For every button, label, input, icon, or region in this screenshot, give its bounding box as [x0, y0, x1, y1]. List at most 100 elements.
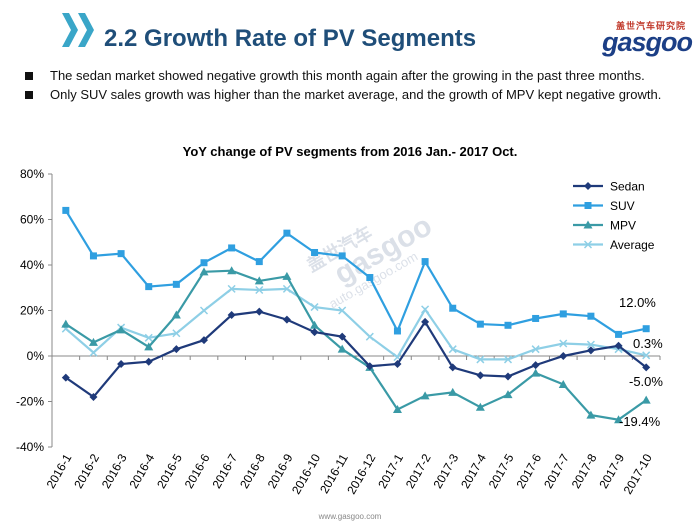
data-point [503, 390, 513, 399]
chevron-right-icon [78, 13, 94, 47]
series-line-suv [64, 209, 647, 336]
y-tick-label: -40% [16, 440, 44, 454]
data-point-stroke [282, 284, 291, 293]
data-point [642, 325, 650, 333]
legend-label-mpv: MPV [610, 219, 636, 233]
data-point-stroke [227, 284, 236, 293]
data-point [583, 240, 593, 249]
x-tick-label: 2016-8 [237, 451, 268, 491]
x-tick-label: 2017-5 [486, 451, 517, 491]
data-point [393, 327, 401, 335]
data-point-stroke [172, 329, 181, 338]
data-point [421, 305, 430, 314]
x-tick-label: 2017-3 [431, 451, 462, 491]
x-tick-label: 2016-1 [44, 451, 75, 491]
x-tick-label: 2016-7 [209, 451, 240, 491]
data-point-stroke [393, 353, 402, 362]
data-point [559, 339, 568, 348]
x-tick-label: 2017-2 [403, 451, 434, 491]
data-point [421, 258, 429, 266]
data-point [228, 244, 236, 252]
data-point [310, 328, 319, 337]
data-point [421, 317, 430, 326]
data-point [89, 348, 98, 357]
x-tick-label: 2016-3 [99, 451, 130, 491]
data-point [584, 182, 592, 190]
data-point [420, 391, 430, 400]
data-point [559, 310, 567, 318]
data-point-stroke [310, 303, 319, 312]
legend-label-average: Average [610, 238, 655, 252]
data-point [615, 330, 623, 338]
data-point [144, 357, 153, 366]
data-point [62, 206, 70, 214]
data-point [476, 355, 485, 364]
data-point-stroke [421, 305, 430, 314]
data-point-stroke [531, 345, 540, 354]
data-point-stroke [583, 240, 593, 249]
data-point [366, 274, 374, 282]
series-line-average [65, 287, 647, 361]
data-point-stroke [338, 306, 347, 315]
data-point [586, 410, 596, 419]
data-point [338, 306, 347, 315]
data-point [642, 363, 651, 372]
data-point [503, 355, 513, 364]
bullet-list: The sedan market showed negative growth … [22, 68, 692, 106]
data-point [559, 352, 568, 360]
data-point [393, 359, 402, 368]
data-point [116, 325, 126, 334]
page-title: 2.2 Growth Rate of PV Segments [104, 25, 477, 52]
data-point-stroke [365, 332, 374, 341]
data-point [172, 345, 181, 354]
data-point [583, 220, 593, 229]
data-point-stroke [559, 339, 568, 348]
x-tick-label: 2016-2 [71, 451, 102, 491]
data-point [227, 311, 236, 320]
data-point [531, 368, 541, 377]
data-point-stroke [448, 345, 457, 354]
data-point [558, 379, 568, 388]
data-point [227, 266, 237, 275]
data-point [172, 329, 181, 338]
x-tick-label: 2016-6 [182, 451, 213, 491]
data-point [172, 280, 180, 288]
data-point [641, 395, 651, 404]
y-tick-label: 0% [27, 349, 45, 363]
data-point-stroke [642, 351, 651, 360]
data-label: 12.0% [619, 295, 656, 310]
data-point [282, 271, 292, 280]
data-label: -19.4% [619, 414, 661, 429]
data-point [61, 373, 70, 382]
legend-label-sedan: Sedan [610, 180, 645, 194]
data-point [310, 303, 319, 312]
data-point [337, 344, 347, 353]
data-point [365, 332, 374, 341]
data-point [255, 307, 264, 316]
data-point [171, 310, 181, 319]
data-point [584, 202, 592, 209]
y-tick-label: 20% [20, 304, 44, 318]
data-point [614, 341, 623, 350]
data-point [476, 371, 485, 380]
data-point [448, 387, 458, 396]
data-point [338, 252, 346, 260]
data-point [365, 362, 374, 371]
series-line-sedan [65, 310, 647, 399]
y-tick-label: 80% [20, 167, 44, 181]
data-point-stroke [89, 348, 98, 357]
x-tick-label: 2016-5 [154, 451, 185, 491]
data-point [504, 372, 512, 381]
data-point [475, 402, 485, 411]
data-point-stroke [144, 333, 153, 342]
data-point [532, 314, 540, 322]
data-point [200, 259, 208, 267]
data-point-stroke [503, 355, 513, 364]
data-point [282, 315, 291, 324]
data-point [504, 321, 512, 329]
data-point [283, 229, 291, 237]
bullet-item: The sedan market showed negative growth … [22, 68, 692, 84]
y-tick-label: 60% [20, 213, 44, 227]
data-point [282, 284, 291, 293]
data-point [255, 285, 264, 295]
